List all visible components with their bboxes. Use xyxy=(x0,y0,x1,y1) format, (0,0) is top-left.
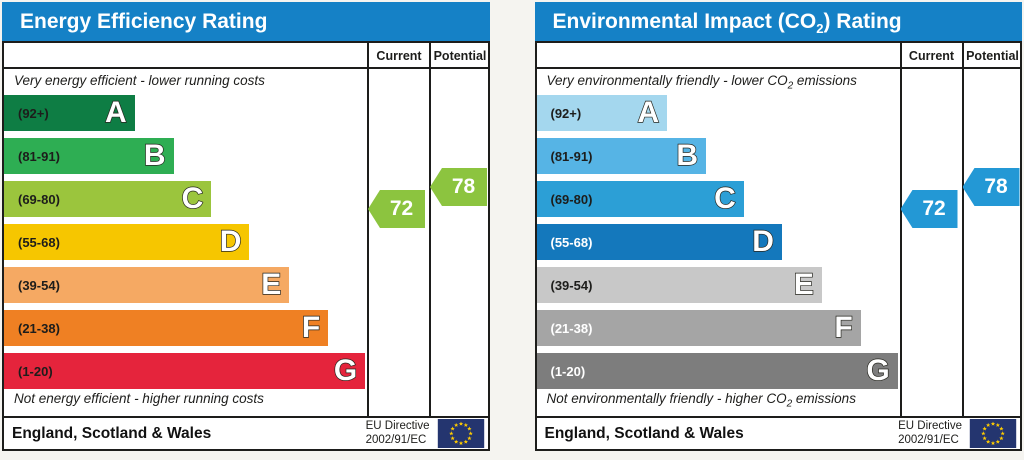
band-e: (39-54) E xyxy=(536,267,822,303)
band-range: (39-54) xyxy=(18,277,60,293)
band-letter: E xyxy=(261,267,282,301)
eu-flag-icon xyxy=(437,419,484,448)
rating-table: Current Potential Very environmentally f… xyxy=(534,41,1022,416)
region-label: England, Scotland & Wales xyxy=(12,424,212,442)
band-range: (81-91) xyxy=(18,148,60,164)
band-letter: A xyxy=(637,95,660,129)
band-e: (39-54) E xyxy=(4,267,290,303)
potential-rating-arrow: 78 xyxy=(962,168,1020,206)
panel-title-suffix: ) Rating xyxy=(823,10,902,33)
band-f: (21-38) F xyxy=(4,310,329,346)
energy-efficiency-panel: Energy Efficiency Rating Current Potenti… xyxy=(2,2,490,451)
band-f: (21-38) F xyxy=(536,310,861,346)
band-range: (55-68) xyxy=(18,234,60,250)
band-letter: G xyxy=(866,353,891,387)
potential-column-header: Potential xyxy=(966,49,1019,63)
band-c: (69-80) C xyxy=(536,181,744,217)
current-rating-arrow: 72 xyxy=(900,190,958,228)
band-letter: B xyxy=(143,138,166,172)
eu-flag-icon xyxy=(969,419,1017,448)
band-b: (81-91) B xyxy=(4,138,174,174)
panel-title: Environmental Impact (CO2) Rating xyxy=(534,2,1022,41)
rating-bands: (92+) A (81-91) B (69-80) C (55-68) D (3… xyxy=(4,93,367,389)
region-label: England, Scotland & Wales xyxy=(544,424,744,442)
potential-rating-arrow: 78 xyxy=(430,168,487,206)
panel-title-sub: 2 xyxy=(816,21,824,37)
band-range: (39-54) xyxy=(550,277,593,293)
top-caption: Very energy efficient - lower running co… xyxy=(14,73,265,88)
band-c: (69-80) C xyxy=(4,181,212,217)
column-divider xyxy=(429,43,431,416)
band-range: (81-91) xyxy=(550,148,593,164)
band-range: (92+) xyxy=(18,105,49,121)
bottom-caption: Not environmentally friendly - higher CO… xyxy=(546,391,856,410)
band-b: (81-91) B xyxy=(536,138,707,174)
environmental-impact-panel: Environmental Impact (CO2) Rating Curren… xyxy=(534,2,1022,451)
band-d: (55-68) D xyxy=(536,224,782,260)
band-letter: D xyxy=(219,224,242,258)
band-g: (1-20) G xyxy=(536,353,898,389)
column-divider xyxy=(961,43,964,416)
panel-title-text: Environmental Impact (CO xyxy=(552,10,817,33)
band-letter: C xyxy=(181,181,204,215)
band-letter: B xyxy=(676,138,699,172)
current-column-header: Current xyxy=(908,49,955,63)
band-a: (92+) A xyxy=(4,95,135,131)
band-letter: D xyxy=(752,224,775,258)
band-d: (55-68) D xyxy=(4,224,250,260)
panel-title: Energy Efficiency Rating xyxy=(2,2,490,41)
column-divider xyxy=(899,43,902,416)
rating-table: Current Potential Very energy efficient … xyxy=(2,41,490,416)
top-caption: Very environmentally friendly - lower CO… xyxy=(546,73,857,92)
potential-column-header: Potential xyxy=(433,49,487,63)
band-letter: G xyxy=(333,353,358,387)
band-range: (21-38) xyxy=(18,320,60,336)
rating-bands: (92+) A (81-91) B (69-80) C (55-68) D (3… xyxy=(536,93,900,389)
bottom-caption: Not energy efficient - higher running co… xyxy=(14,391,264,406)
band-letter: F xyxy=(301,310,321,344)
eu-directive-label: EU Directive 2002/91/EC xyxy=(365,419,430,446)
band-a: (92+) A xyxy=(536,95,668,131)
panel-footer: England, Scotland & Wales EU Directive 2… xyxy=(534,416,1022,451)
band-range: (69-80) xyxy=(18,191,60,207)
column-header-row: Current Potential xyxy=(4,43,488,69)
panel-title-text: Energy Efficiency Rating xyxy=(20,10,268,33)
current-column-header: Current xyxy=(376,49,422,63)
band-letter: C xyxy=(713,181,736,215)
band-range: (69-80) xyxy=(550,191,593,207)
band-letter: F xyxy=(834,310,854,344)
band-range: (92+) xyxy=(550,105,582,121)
band-range: (55-68) xyxy=(550,234,593,250)
column-divider xyxy=(367,43,369,416)
band-range: (21-38) xyxy=(550,320,593,336)
band-range: (1-20) xyxy=(550,363,586,379)
band-g: (1-20) G xyxy=(4,353,366,389)
current-rating-arrow: 72 xyxy=(368,190,425,228)
eu-directive-label: EU Directive 2002/91/EC xyxy=(898,419,962,446)
panel-footer: England, Scotland & Wales EU Directive 2… xyxy=(2,416,490,451)
band-letter: E xyxy=(793,267,814,301)
band-letter: A xyxy=(104,95,127,129)
column-header-row: Current Potential xyxy=(536,43,1020,69)
band-range: (1-20) xyxy=(18,363,53,379)
